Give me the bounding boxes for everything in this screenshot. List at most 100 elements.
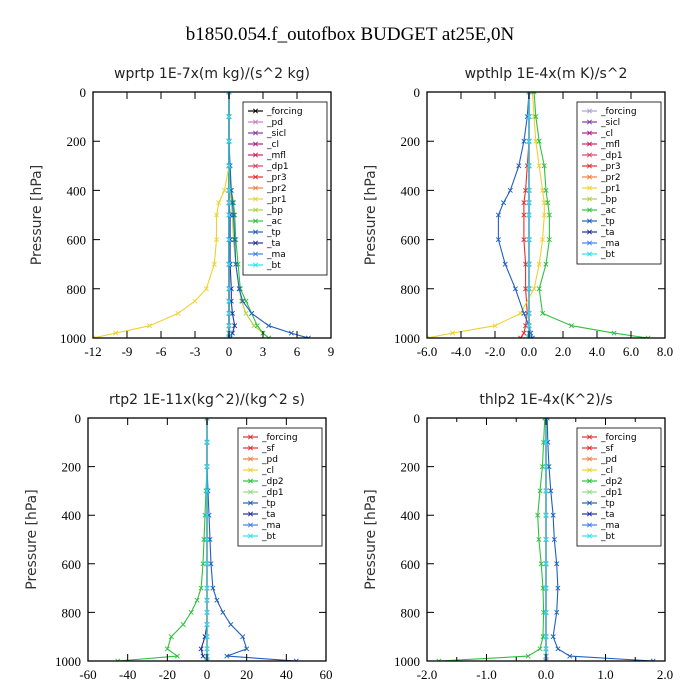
legend-label: _cl (600, 129, 613, 139)
panel-title: thlp2 1E-4x(K^2)/s (479, 392, 612, 408)
data-point-bt (226, 212, 232, 218)
legend-marker (247, 445, 254, 451)
x-tick-label: -3 (190, 344, 201, 359)
series-group (436, 418, 656, 661)
legend-label: _ma (266, 250, 286, 260)
data-point-bt (204, 622, 210, 628)
data-point-bt (526, 163, 532, 169)
data-point-bt (204, 609, 210, 615)
legend-label: _forcing (600, 107, 637, 117)
data-point-tp (567, 653, 573, 659)
data-point-dp2 (115, 658, 121, 661)
legend-marker (247, 533, 254, 539)
y-tick-label: 200 (401, 134, 421, 149)
data-point-pr1 (427, 335, 430, 338)
data-point-pr1 (113, 330, 119, 336)
data-point-tp (244, 646, 250, 652)
data-point-bt (526, 92, 532, 95)
legend-label: _pr2 (600, 173, 621, 183)
x-tick-label: 6 (294, 344, 301, 359)
legend-label: _dp2 (600, 477, 623, 487)
data-point-dp2 (164, 646, 170, 652)
legend-marker (247, 456, 254, 462)
figure-title: b1850.054.f_outofbox BUDGET at25E,0N (186, 24, 515, 45)
legend-marker (247, 478, 254, 484)
legend: _forcing_pd_sicl_cl_mfl_dp1_pr3_pr2_pr1_… (242, 101, 328, 276)
y-tick-label: 800 (401, 282, 421, 297)
y-tick-label: 1000 (394, 331, 420, 346)
data-point-ac (254, 323, 260, 329)
x-tick-label: -2.0 (485, 344, 506, 359)
panel-title: rtp2 1E-11x(kg^2)/(kg^2 s) (109, 392, 305, 408)
y-tick-label: 200 (62, 460, 82, 475)
data-point-bt (543, 646, 549, 652)
data-point-dp2 (174, 653, 180, 659)
x-tick-label: -40 (119, 667, 136, 682)
data-point-tp (516, 163, 522, 169)
legend-marker (586, 141, 593, 147)
legend-marker (252, 207, 259, 213)
legend-marker (252, 196, 259, 202)
data-point-tp (228, 622, 234, 628)
data-point-ac (541, 163, 547, 169)
data-point-dp2 (198, 585, 204, 591)
data-point-ac (531, 92, 537, 95)
legend-marker (586, 478, 593, 484)
data-point-ac (545, 200, 551, 206)
legend-label: _ta (600, 510, 615, 520)
legend-label: _tp (261, 499, 276, 509)
legend-marker (586, 130, 593, 136)
y-tick-label: 400 (62, 508, 82, 523)
data-point-bt (204, 634, 210, 640)
data-point-pr1 (147, 323, 153, 329)
data-point-bt (543, 585, 549, 591)
legend-label: _bt (600, 532, 615, 542)
y-tick-label: 1000 (55, 654, 81, 669)
data-point-pr1 (536, 163, 542, 169)
x-tick-label: 3 (260, 344, 267, 359)
panel-rtp2: rtp2 1E-11x(kg^2)/(kg^2 s) Pressure [hPa]… (24, 392, 333, 682)
data-point-tp (548, 488, 554, 494)
legend-marker (586, 445, 593, 451)
data-point-bt (526, 286, 532, 292)
legend-marker (247, 511, 254, 517)
data-point-bt (226, 261, 232, 267)
data-point-ac (533, 114, 539, 120)
data-point-dp2 (188, 609, 194, 615)
legend-marker (586, 185, 593, 191)
data-point-bt (526, 114, 532, 120)
data-point-ta (200, 653, 206, 659)
legend-marker (247, 467, 254, 473)
legend: _forcing_sf_pd_cl_dp2_dp1_tp_ta_ma_bt (576, 427, 662, 547)
legend-marker (247, 434, 254, 440)
data-point-bt (204, 646, 210, 652)
data-point-dp2 (535, 512, 541, 518)
legend-marker (252, 152, 259, 158)
legend-label: _ma (261, 521, 281, 531)
data-point-ac (540, 310, 546, 316)
series-line-pr1 (93, 92, 230, 338)
data-point-pr1 (216, 200, 222, 206)
y-tick-label: 600 (67, 233, 87, 248)
y-tick-label: 1000 (60, 331, 86, 346)
legend-label: _pr2 (266, 184, 287, 194)
legend-marker (586, 456, 593, 462)
data-point-ac (536, 286, 542, 292)
legend-marker (586, 108, 593, 114)
data-point-bt (543, 634, 549, 640)
data-point-tp (214, 597, 220, 603)
y-tick-label: 0 (80, 85, 87, 100)
data-point-dp2 (537, 488, 543, 494)
legend-label: _dp2 (261, 477, 284, 487)
plot-frame (92, 91, 332, 339)
legend-marker (252, 163, 259, 169)
data-point-bt (526, 187, 532, 193)
data-point-pr1 (540, 237, 546, 243)
legend-marker (247, 522, 254, 528)
legend-label: _mfl (266, 151, 286, 161)
legend-marker (252, 240, 259, 246)
data-point-bt (204, 585, 210, 591)
legend-marker (586, 196, 593, 202)
data-point-pr1 (93, 335, 96, 338)
data-point-dp2 (537, 646, 543, 652)
